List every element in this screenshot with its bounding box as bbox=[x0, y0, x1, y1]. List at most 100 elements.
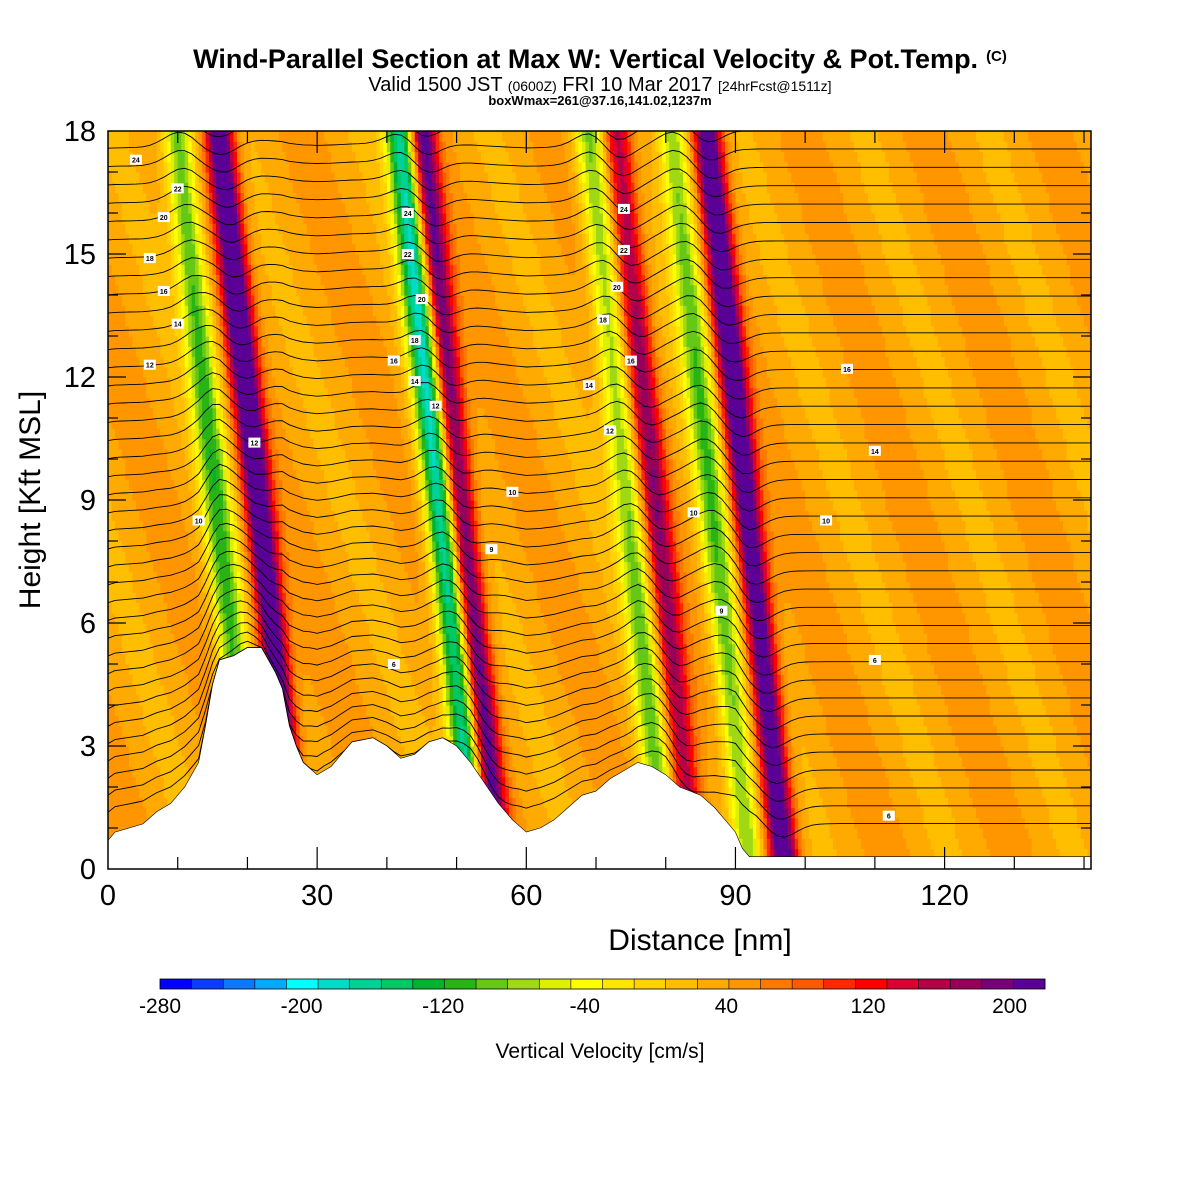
field-cell bbox=[132, 316, 136, 327]
field-cell bbox=[129, 664, 133, 675]
field-cell bbox=[213, 439, 217, 450]
field-cell bbox=[143, 736, 147, 747]
field-cell bbox=[157, 439, 161, 450]
field-cell bbox=[146, 449, 150, 460]
field-cell bbox=[178, 551, 182, 562]
field-cell bbox=[118, 408, 122, 419]
field-cell bbox=[150, 377, 154, 388]
field-cell bbox=[139, 756, 143, 767]
field-cell bbox=[195, 244, 199, 255]
field-cell bbox=[167, 162, 171, 173]
field-cell bbox=[171, 367, 175, 378]
field-cell bbox=[115, 674, 119, 685]
field-cell bbox=[171, 264, 175, 275]
field-cell bbox=[150, 510, 154, 521]
field-cell bbox=[185, 592, 189, 603]
field-cell bbox=[167, 141, 171, 152]
field-cell bbox=[146, 685, 150, 696]
field-cell bbox=[115, 787, 119, 798]
field-cell bbox=[125, 510, 129, 521]
field-cell bbox=[157, 141, 161, 152]
field-cell bbox=[115, 767, 119, 778]
field-cell bbox=[132, 654, 136, 665]
field-cell bbox=[199, 244, 203, 255]
field-cell bbox=[181, 162, 185, 173]
field-cell bbox=[209, 295, 213, 306]
field-cell bbox=[118, 141, 122, 152]
field-cell bbox=[150, 223, 154, 234]
field-cell bbox=[125, 654, 129, 665]
field-cell bbox=[167, 777, 171, 788]
field-cell bbox=[192, 295, 196, 306]
field-cell bbox=[192, 387, 196, 398]
field-cell bbox=[157, 398, 161, 409]
field-cell bbox=[202, 182, 206, 193]
field-cell bbox=[132, 787, 136, 798]
field-cell bbox=[111, 418, 115, 429]
field-cell bbox=[185, 685, 189, 696]
field-cell bbox=[192, 141, 196, 152]
field-cell bbox=[122, 603, 126, 614]
field-cell bbox=[213, 162, 217, 173]
field-cell bbox=[160, 756, 164, 767]
field-cell bbox=[125, 244, 129, 255]
field-cell bbox=[146, 285, 150, 296]
field-cell bbox=[132, 377, 136, 388]
field-cell bbox=[125, 756, 129, 767]
cross-section-chart: 1012121416182022246910121416182022241012… bbox=[0, 0, 1200, 1200]
field-cell bbox=[146, 326, 150, 337]
field-cell bbox=[157, 459, 161, 470]
field-cell bbox=[150, 715, 154, 726]
field-cell bbox=[115, 182, 119, 193]
field-cell bbox=[125, 746, 129, 757]
field-cell bbox=[139, 654, 143, 665]
field-cell bbox=[136, 582, 140, 593]
field-cell bbox=[136, 357, 140, 368]
field-cell bbox=[174, 633, 178, 644]
field-cell bbox=[174, 469, 178, 480]
field-cell bbox=[160, 439, 164, 450]
field-cell bbox=[181, 264, 185, 275]
field-cell bbox=[111, 295, 115, 306]
field-cell bbox=[160, 551, 164, 562]
field-cell bbox=[143, 162, 147, 173]
field-cell bbox=[199, 428, 203, 439]
field-cell bbox=[146, 244, 150, 255]
field-cell bbox=[174, 695, 178, 706]
field-cell bbox=[174, 756, 178, 767]
field-cell bbox=[174, 726, 178, 737]
field-cell bbox=[192, 357, 196, 368]
field-cell bbox=[157, 408, 161, 419]
field-cell bbox=[199, 541, 203, 552]
field-cell bbox=[146, 480, 150, 491]
field-cell bbox=[160, 654, 164, 665]
field-cell bbox=[150, 193, 154, 204]
field-cell bbox=[188, 254, 192, 265]
field-cell bbox=[164, 562, 168, 573]
field-cell bbox=[167, 521, 171, 532]
field-cell bbox=[153, 346, 157, 357]
field-cell bbox=[143, 213, 147, 224]
field-cell bbox=[132, 305, 136, 316]
field-cell bbox=[122, 572, 126, 583]
field-cell bbox=[118, 777, 122, 788]
field-cell bbox=[129, 203, 133, 214]
field-cell bbox=[153, 490, 157, 501]
field-cell bbox=[178, 603, 182, 614]
field-cell bbox=[202, 244, 206, 255]
field-cell bbox=[188, 234, 192, 245]
field-cell bbox=[122, 459, 126, 470]
field-cell bbox=[118, 756, 122, 767]
field-cell bbox=[153, 510, 157, 521]
field-cell bbox=[129, 141, 133, 152]
field-cell bbox=[136, 654, 140, 665]
field-cell bbox=[132, 336, 136, 347]
field-cell bbox=[181, 152, 185, 163]
field-cell bbox=[216, 326, 220, 337]
field-cell bbox=[129, 193, 133, 204]
field-cell bbox=[136, 767, 140, 778]
field-cell bbox=[136, 316, 140, 327]
field-cell bbox=[213, 285, 217, 296]
field-cell bbox=[164, 510, 168, 521]
field-cell bbox=[171, 131, 175, 142]
